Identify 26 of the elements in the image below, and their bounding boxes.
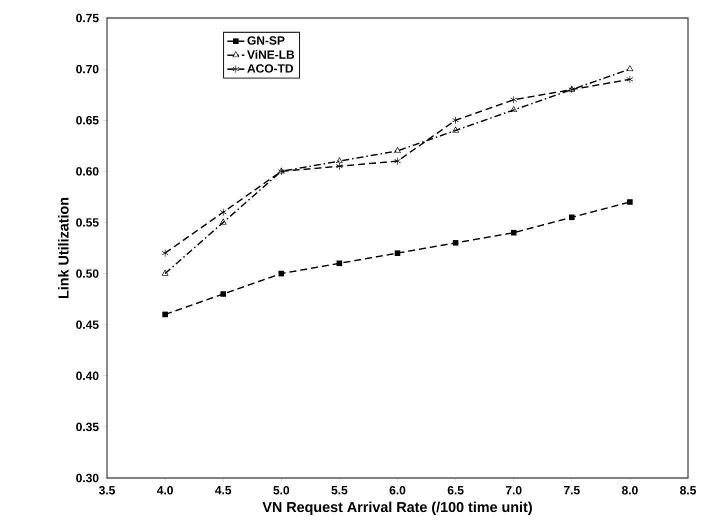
y-tick-label: 0.60 xyxy=(76,167,98,176)
x-tick-label: 6.0 xyxy=(390,486,406,494)
x-tick-label: 5.0 xyxy=(273,486,290,494)
legend-label: ViNE-LB xyxy=(247,50,294,59)
y-tick-label: 0.65 xyxy=(76,116,99,124)
y-tick-label: 0.70 xyxy=(76,64,98,74)
y-tick-label: 0.40 xyxy=(76,372,98,380)
x-tick-label: 6.5 xyxy=(448,486,464,494)
legend-label: GN-SP xyxy=(248,36,284,45)
x-tick-label: 4.5 xyxy=(215,486,232,494)
x-tick-label: 7.0 xyxy=(506,486,522,494)
x-tick-label: 8.5 xyxy=(680,486,696,494)
x-tick-label: 8.0 xyxy=(622,486,638,494)
y-tick-label: 0.50 xyxy=(76,269,98,278)
y-tick-label: 0.45 xyxy=(76,320,99,329)
y-axis-title: Link Utilization xyxy=(58,198,69,298)
x-tick-label: 4.0 xyxy=(156,486,173,494)
y-tick-label: 0.30 xyxy=(76,474,98,482)
x-tick-label: 5.5 xyxy=(331,486,348,494)
x-tick-label: 7.5 xyxy=(564,486,580,494)
x-tick-label: 3.5 xyxy=(98,486,115,495)
legend-label: ACO-TD xyxy=(247,64,294,73)
y-tick-label: 0.75 xyxy=(76,14,99,22)
y-tick-label: 0.55 xyxy=(76,218,99,227)
y-tick-label: 0.35 xyxy=(76,422,99,432)
x-axis-title: VN Request Arrival Rate (/100 time unit) xyxy=(262,502,532,515)
